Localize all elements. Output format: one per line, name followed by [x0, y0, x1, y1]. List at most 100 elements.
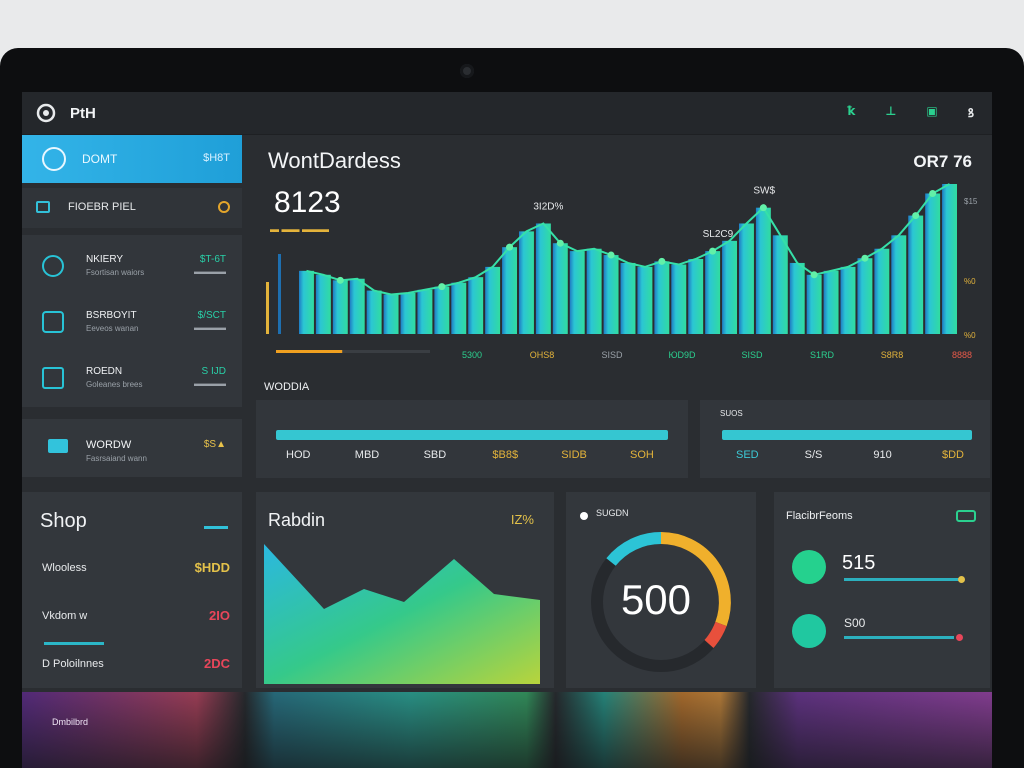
chart-bar: [519, 231, 534, 334]
axis-tick-label: SED: [736, 449, 759, 461]
y-tick-label: %0: [964, 331, 976, 340]
chart-bar: [722, 240, 737, 334]
stat-icon: [792, 550, 826, 584]
lock-icon: [42, 367, 64, 389]
sidebar-item-label: FIOEBR PIEL: [68, 201, 136, 213]
user-icon[interactable]: ꝸ: [967, 106, 974, 120]
area-shape: [264, 544, 540, 684]
sidebar-item-window[interactable]: WORDW Fasrsaiand wann $S▲: [22, 419, 242, 477]
chart-bar: [739, 223, 754, 334]
list-item-amount: S IJD: [201, 366, 226, 377]
axis-tick-label: $B8$: [492, 449, 519, 461]
sidebar-item-profile[interactable]: FIOEBR PIEL: [22, 188, 242, 228]
area-title: Rabdin: [268, 510, 326, 530]
shop-row-amount: 2IO: [209, 608, 230, 623]
x-tick-label: 5300: [462, 350, 482, 360]
folder-icon: [36, 201, 50, 213]
logo-icon[interactable]: [36, 103, 56, 123]
chart-bar: [417, 289, 433, 334]
chart-bar: [552, 243, 568, 334]
stat-bar-end: [956, 634, 963, 641]
sidebar-item-amount: $S▲: [203, 439, 226, 450]
gear-icon: [42, 255, 64, 277]
chart-bar: [688, 259, 704, 334]
box-icon[interactable]: ▣: [926, 104, 938, 118]
chart-point: [709, 247, 717, 255]
gauge-arc-teal: [606, 531, 662, 566]
chart-annotation: 3I2D%: [533, 201, 563, 212]
stat-bar-end: [958, 576, 965, 583]
sidebar-item-active[interactable]: DOMT $H8T: [22, 135, 242, 183]
x-tick-label: S1RD: [810, 350, 835, 360]
chart-bar: [502, 247, 517, 334]
window-icon: [48, 439, 68, 453]
list-item[interactable]: BSRBOYIT Eeveos wanan $/SCT ▬▬▬▬: [22, 297, 242, 351]
x-tick-label: OHS8: [530, 350, 555, 360]
shield-icon: [42, 311, 64, 333]
list-item-amount: $T-6T: [199, 254, 226, 265]
list-item[interactable]: NKIERY Fsortisan waiors $T-6T ▬▬▬▬: [22, 241, 242, 295]
tool-icon[interactable]: ⊥: [885, 104, 897, 118]
shop-row-label: Wlooless: [42, 562, 87, 574]
chart-bar: [891, 235, 907, 334]
axis-tick-label: MBD: [354, 449, 380, 461]
list-item-sub: Goleanes brees: [86, 380, 143, 389]
list-item-sub: Eeveos wanan: [86, 324, 139, 333]
progress-track: [276, 430, 668, 440]
main-legend: ▬ ▬▬ ▬▬▬: [270, 224, 330, 234]
x-tick-label: SISD: [601, 350, 623, 360]
main-bar-chart: 3I2D% SW$ SL2C9 5300 OHS8 SISD ЮD9D SISD S1RD S8R…: [266, 183, 978, 360]
chart-point: [810, 271, 818, 279]
section-label: WODDIA: [264, 381, 310, 393]
area-card: Rabdin IZ%: [256, 492, 554, 688]
gauge-arc-red: [704, 621, 727, 648]
chart-bar: [349, 278, 365, 334]
list-item[interactable]: ROEDN Goleanes brees S IJD ▬▬▬▬: [22, 353, 242, 407]
gauge-ring: [591, 531, 731, 672]
stat-icon: [792, 614, 826, 648]
accent-bar: [266, 282, 269, 334]
chart-line: [306, 183, 951, 296]
sidebar-list-panel: NKIERY Fsortisan waiors $T-6T ▬▬▬▬ BSRBO…: [22, 235, 242, 407]
chart-bar: [637, 266, 653, 334]
axis-tick-label: $DD: [942, 449, 965, 461]
stat-value: 515: [842, 552, 876, 574]
chart-annotation: SW$: [753, 186, 775, 197]
area-percent: IZ%: [510, 512, 534, 527]
collapse-icon[interactable]: [204, 516, 228, 529]
chart-bar: [789, 262, 805, 334]
chart-bar: [874, 248, 890, 334]
shop-row-amount: $HDD: [194, 560, 230, 575]
list-item-amount-sub: ▬▬▬▬: [194, 323, 226, 332]
x-tick-label: S8R8: [881, 350, 904, 360]
axis-tick-label: SOH: [630, 449, 654, 461]
gauge-value: 500: [620, 576, 692, 623]
axis-tick-label: SIDB: [561, 449, 587, 461]
progress-fill: [276, 350, 343, 353]
x-tick-label: ЮD9D: [668, 350, 696, 360]
chart-bar: [840, 266, 856, 334]
chart-point: [861, 254, 869, 262]
list-item-name: BSRBOYIT: [86, 310, 137, 321]
status-dot-icon: [218, 201, 230, 213]
chart-bar: [755, 207, 771, 334]
axis-tick-label: 910: [873, 449, 892, 461]
sidebar-item-sub: Fasrsaiand wann: [86, 454, 147, 463]
list-item-name: NKIERY: [86, 254, 124, 265]
shop-row-label: Vkdom w: [42, 610, 88, 622]
battery-icon[interactable]: [956, 510, 976, 522]
sidebar-item-label: WORDW: [86, 439, 132, 451]
chart-point: [438, 283, 446, 291]
camera-icon: [460, 64, 474, 78]
chart-point: [912, 212, 920, 220]
top-icons: ꝁ ⊥ ▣ ꝸ: [847, 104, 974, 121]
axis-tick-label: HOD: [286, 449, 311, 461]
chart-icon[interactable]: ꝁ: [847, 104, 856, 118]
chart-point: [929, 189, 937, 197]
chart-bar: [908, 215, 924, 334]
list-item-amount: $/SCT: [197, 310, 226, 321]
list-item-name: ROEDN: [86, 366, 123, 377]
chart-bar: [468, 277, 484, 334]
chart-bar: [451, 282, 467, 334]
chart-bar: [299, 270, 314, 334]
